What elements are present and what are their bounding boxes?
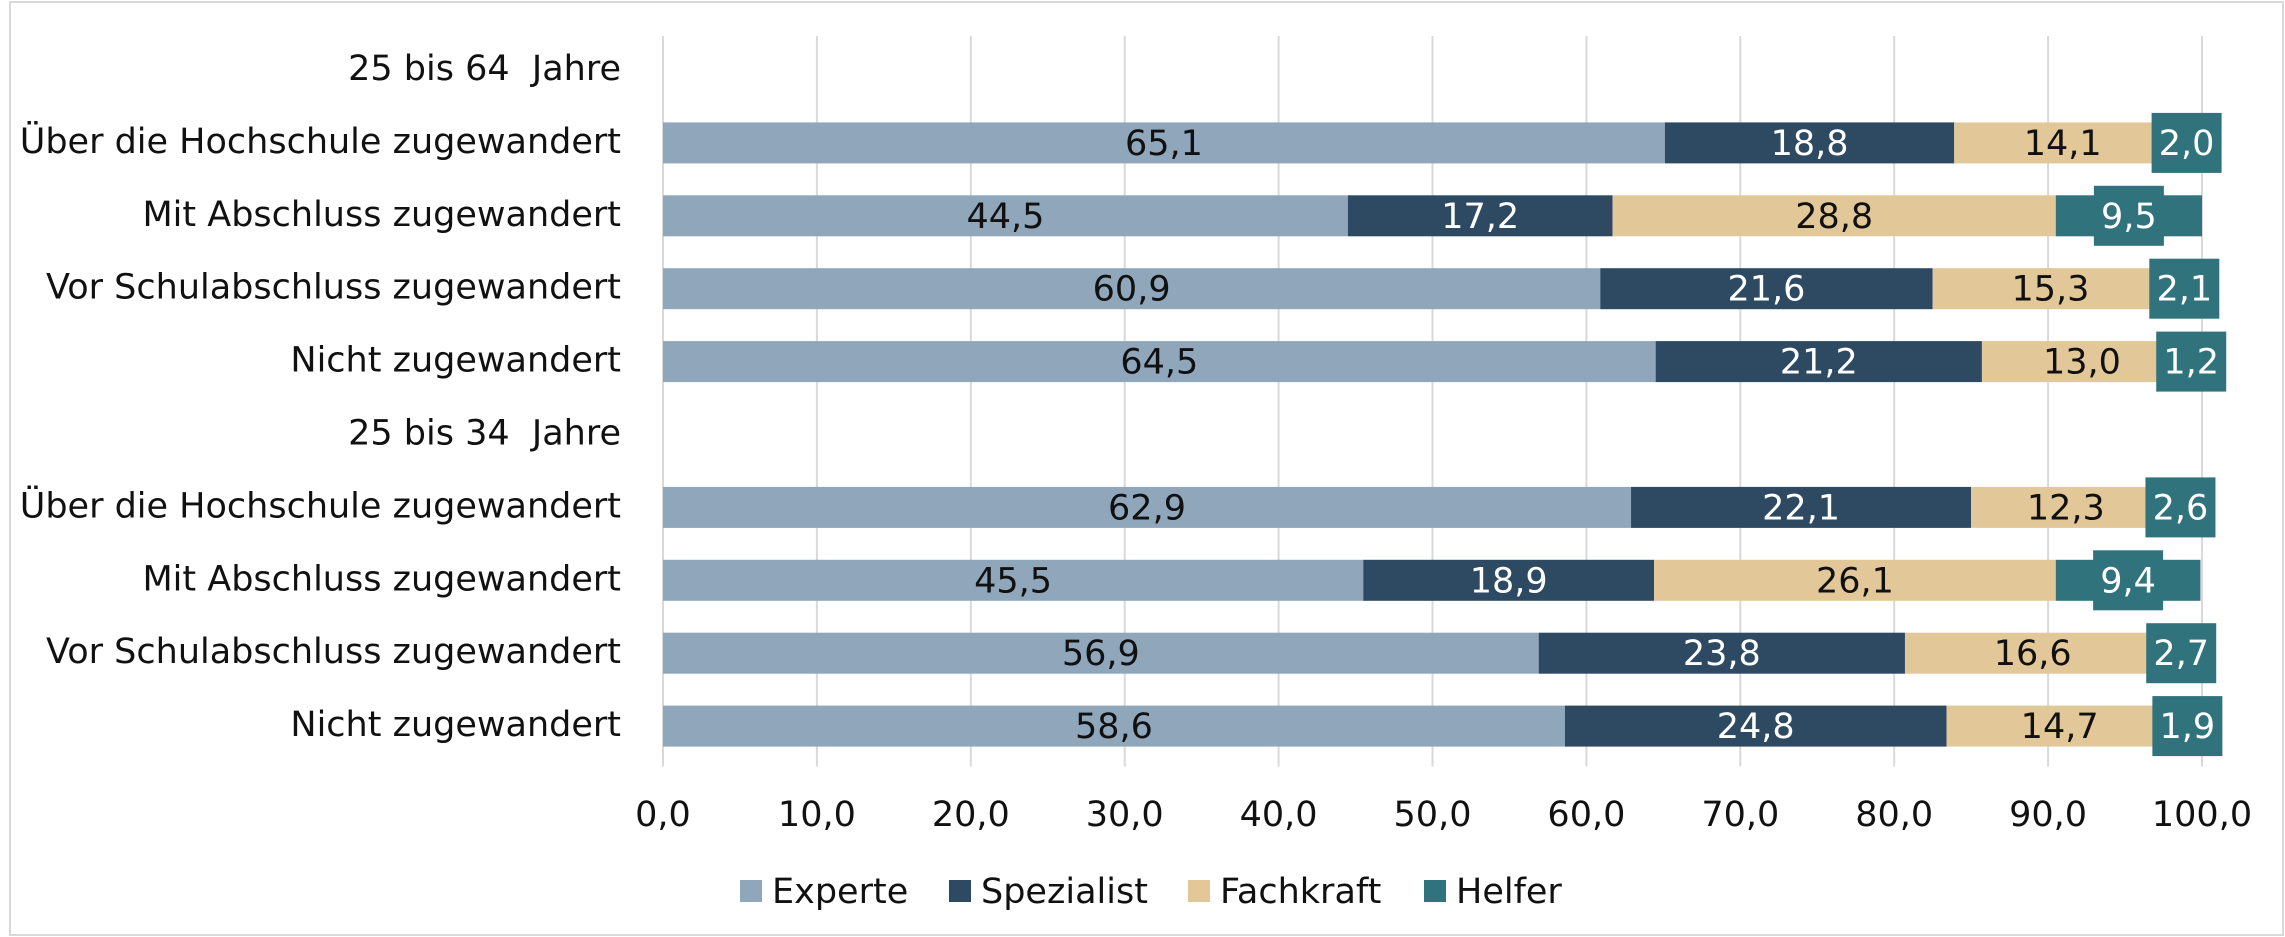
data-label-box <box>2156 331 2227 392</box>
bar-segment <box>663 632 1539 674</box>
bar-segment <box>1654 559 2056 601</box>
data-label: 2,7 <box>2153 634 2209 674</box>
legend-label: Experte <box>772 872 908 912</box>
legend-swatch <box>1424 880 1446 902</box>
data-label: 2,1 <box>2156 270 2212 310</box>
x-tick-label: 20,0 <box>932 795 1010 835</box>
bar-segment <box>1600 268 1933 310</box>
data-label: 56,9 <box>1062 634 1140 674</box>
category-label: Über die Hochschule zugewandert <box>20 120 621 162</box>
x-tick-label: 80,0 <box>1855 795 1933 835</box>
x-tick-label: 40,0 <box>1240 795 1318 835</box>
data-label: 58,6 <box>1075 707 1153 747</box>
data-label: 24,8 <box>1717 707 1795 747</box>
x-tick-label: 50,0 <box>1394 795 1472 835</box>
data-label-box <box>2152 696 2223 757</box>
category-label: 25 bis 34 Jahre <box>348 414 621 454</box>
labels: 0,0 10,0 20,0 30,0 40,0 50,0 60,0 70,0 80,0 90,0 1… <box>20 49 2252 912</box>
bar-segment <box>1664 122 1955 164</box>
x-tick-label: 60,0 <box>1547 795 1625 835</box>
bar-segment <box>1347 195 1613 237</box>
data-label-box <box>2093 185 2164 246</box>
x-tick-label: 100,0 <box>2152 795 2252 835</box>
data-label-box <box>2151 112 2222 173</box>
category-label: Nicht zugewandert <box>290 705 621 745</box>
x-tick-label: 90,0 <box>2009 795 2087 835</box>
data-label: 22,1 <box>1762 488 1840 528</box>
data-label-box <box>2145 477 2216 538</box>
data-label: 16,6 <box>1994 634 2072 674</box>
data-label: 23,8 <box>1683 634 1761 674</box>
category-label: Über die Hochschule zugewandert <box>20 484 621 526</box>
bar-segment <box>663 195 1348 237</box>
bar-segment <box>663 559 1364 601</box>
bar-segment <box>663 268 1601 310</box>
data-label: 17,2 <box>1441 197 1519 237</box>
bar-segment <box>1946 705 2173 747</box>
bar-segment <box>1971 486 2161 528</box>
data-label: 9,5 <box>2101 197 2157 237</box>
data-label: 12,3 <box>2027 488 2105 528</box>
data-label: 2,6 <box>2153 488 2209 528</box>
bar-segment <box>1538 632 1905 674</box>
bar-segment <box>663 486 1632 528</box>
bar-segment <box>1612 195 2056 237</box>
data-label: 60,9 <box>1093 270 1171 310</box>
bar-segment <box>663 341 1656 383</box>
bar-segment <box>1655 341 1982 383</box>
data-label-box <box>2149 258 2220 319</box>
data-label: 28,8 <box>1795 197 1873 237</box>
legend-swatch <box>949 880 971 902</box>
data-label: 13,0 <box>2043 343 2121 383</box>
data-label: 14,7 <box>2021 707 2099 747</box>
data-label: 21,6 <box>1727 270 1805 310</box>
data-label-box <box>2093 550 2164 611</box>
bar-segment <box>1954 122 2172 164</box>
legend-swatch <box>740 880 762 902</box>
data-label: 45,5 <box>974 561 1052 601</box>
bar-segment <box>1564 705 1947 747</box>
data-label: 26,1 <box>1816 561 1894 601</box>
category-label: Vor Schulabschluss zugewandert <box>46 632 621 672</box>
category-label: 25 bis 64 Jahre <box>348 49 621 89</box>
bar-segment <box>1904 632 2161 674</box>
data-label: 1,9 <box>2160 707 2216 747</box>
data-label: 14,1 <box>2024 124 2102 164</box>
x-tick-label: 70,0 <box>1701 795 1779 835</box>
data-label: 64,5 <box>1120 343 1198 383</box>
data-label: 1,2 <box>2163 343 2219 383</box>
data-label: 65,1 <box>1125 124 1203 164</box>
category-label: Mit Abschluss zugewandert <box>142 559 621 599</box>
data-label: 18,8 <box>1771 124 1849 164</box>
legend-label: Fachkraft <box>1220 872 1381 912</box>
category-label: Nicht zugewandert <box>290 341 621 381</box>
bars <box>663 122 2202 747</box>
data-label: 15,3 <box>2011 270 2089 310</box>
category-label: Mit Abschluss zugewandert <box>142 195 621 235</box>
data-label: 21,2 <box>1780 343 1858 383</box>
bar-segment <box>663 122 1665 164</box>
x-tick-label: 0,0 <box>635 795 691 835</box>
bar-segment <box>1631 486 1972 528</box>
data-label: 9,4 <box>2100 561 2156 601</box>
data-label: 44,5 <box>966 197 1044 237</box>
data-label-box <box>2146 623 2217 684</box>
data-label: 18,9 <box>1470 561 1548 601</box>
bar-segment <box>1981 341 2182 383</box>
bar-segment <box>1363 559 1655 601</box>
bar-segment <box>663 705 1565 747</box>
bar-segment <box>1932 268 2169 310</box>
x-tick-label: 30,0 <box>1086 795 1164 835</box>
category-label: Vor Schulabschluss zugewandert <box>46 268 621 308</box>
legend-label: Spezialist <box>981 872 1148 912</box>
legend-swatch <box>1188 880 1210 902</box>
x-tick-label: 10,0 <box>778 795 856 835</box>
legend-label: Helfer <box>1456 872 1562 912</box>
data-label: 62,9 <box>1108 488 1186 528</box>
data-label: 2,0 <box>2159 124 2215 164</box>
